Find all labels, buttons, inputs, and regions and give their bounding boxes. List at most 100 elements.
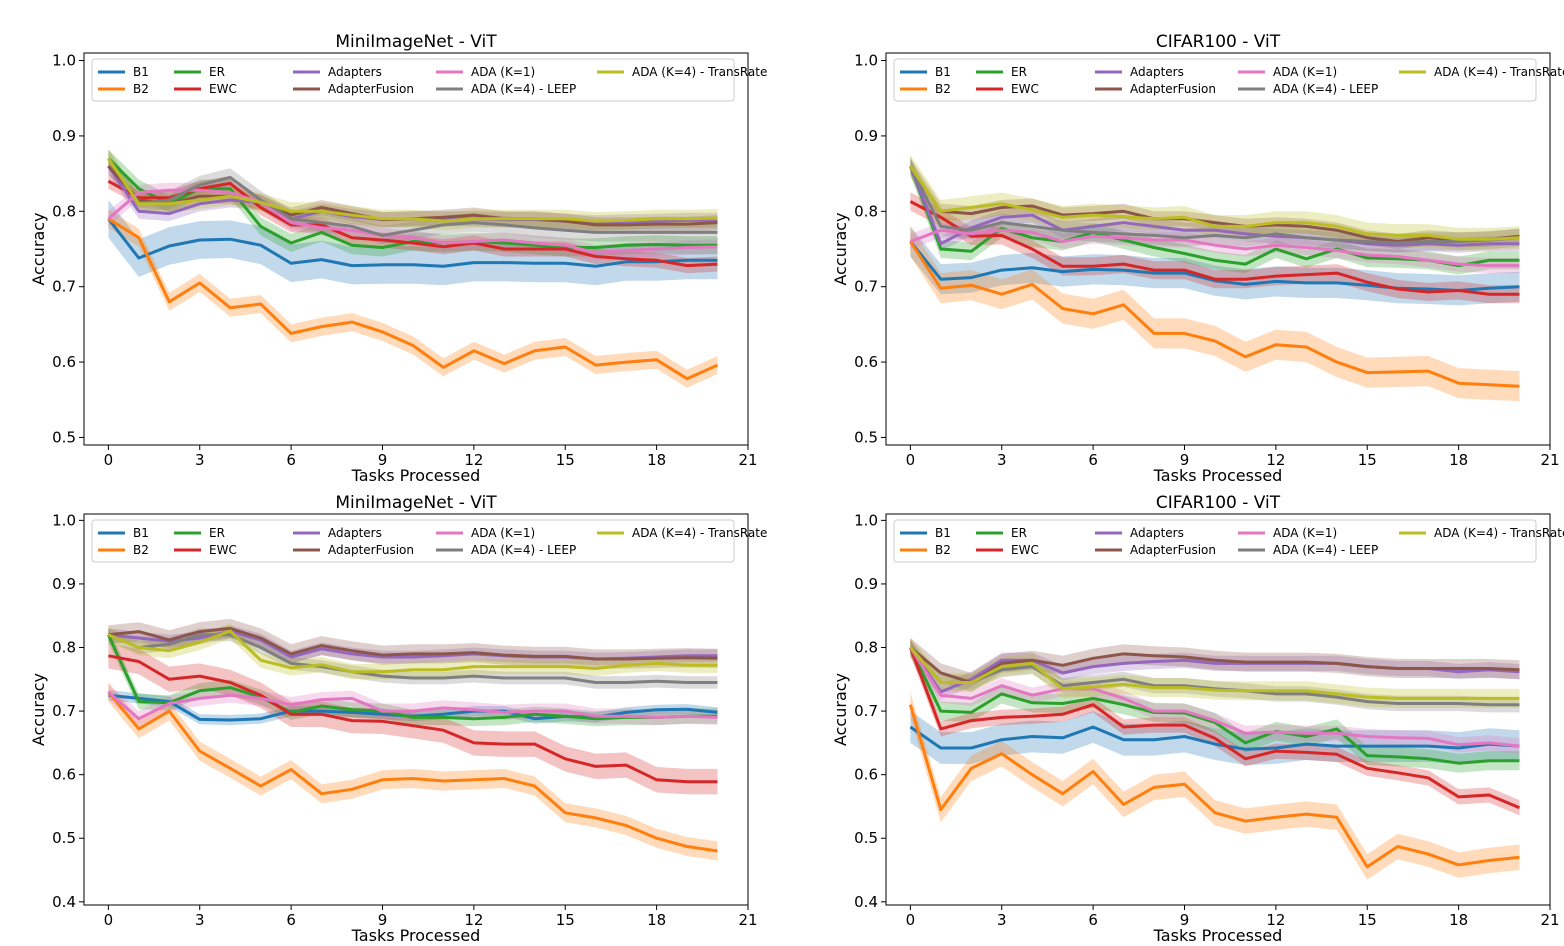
- x-tick-label: 18: [1449, 451, 1468, 469]
- x-tick-label: 3: [997, 911, 1007, 929]
- legend-entry: AdapterFusion: [1130, 543, 1216, 557]
- x-tick-label: 6: [1088, 911, 1098, 929]
- legend-entry: EWC: [209, 82, 237, 96]
- series-line-8: [107, 157, 718, 223]
- plot-area: [107, 149, 719, 388]
- legend-entry: Adapters: [328, 65, 382, 79]
- series-band-2: [108, 627, 718, 727]
- legend-box: [91, 519, 735, 563]
- y-tick-label: 0.5: [854, 829, 878, 847]
- series-band-1: [108, 682, 718, 861]
- legend-entry: ADA (K=4) - TransRate: [632, 526, 767, 540]
- series-band-1: [910, 692, 1520, 880]
- legend-entry: ER: [1011, 526, 1027, 540]
- legend-box: [893, 519, 1537, 563]
- y-tick-label: 0.8: [52, 639, 76, 657]
- legend-entry: AdapterFusion: [328, 82, 414, 96]
- y-tick-label: 0.9: [854, 127, 878, 145]
- x-tick-label: 18: [647, 911, 666, 929]
- y-tick-label: 0.6: [854, 353, 878, 371]
- y-axis-label: Accuracy: [29, 673, 48, 746]
- legend: B1 B2 ER EWC Adapters AdapterFusion ADA (K=1) A…: [893, 519, 1564, 563]
- series-line-5: [108, 626, 718, 661]
- series-band-4: [910, 639, 1520, 700]
- series-band-3: [910, 192, 1520, 304]
- axes-frame: [83, 52, 749, 446]
- chart-title: MiniImageNet - ViT: [335, 493, 497, 513]
- legend-entry: ER: [209, 65, 225, 79]
- y-tick-label: 0.6: [52, 766, 76, 784]
- y-axis-label: Accuracy: [831, 673, 850, 746]
- legend-entry: ADA (K=4) - LEEP: [1273, 543, 1378, 557]
- series-line-0: [107, 217, 718, 268]
- x-tick-label: 9: [378, 451, 388, 469]
- plot-area: [908, 638, 1521, 880]
- series-line-3: [909, 200, 1520, 296]
- x-tick-label: 0: [906, 911, 916, 929]
- legend-entry: ADA (K=1): [471, 526, 535, 540]
- legend-entry: ADA (K=4) - TransRate: [632, 65, 767, 79]
- x-tick-label: 0: [906, 451, 916, 469]
- legend-entry: ADA (K=4) - TransRate: [1434, 65, 1564, 79]
- chart-panel-3: 0 3 6 9 12 15 18 21 0.4 0.5 0.6 0.7 0.8 0.9 1.0 CIFAR10…: [831, 493, 1564, 945]
- legend: B1 B2 ER EWC Adapters AdapterFusion ADA (K=1) A…: [893, 58, 1564, 102]
- legend-entry: Adapters: [1130, 65, 1184, 79]
- legend: B1 B2 ER EWC Adapters AdapterFusion ADA (K=1) A…: [91, 58, 767, 102]
- x-tick-label: 12: [464, 451, 483, 469]
- x-tick-label: 0: [104, 451, 114, 469]
- y-tick-label: 0.7: [854, 278, 878, 296]
- series-band-8: [910, 154, 1520, 251]
- legend-entry: ADA (K=1): [1273, 526, 1337, 540]
- series-line-7: [107, 157, 718, 237]
- chart-title: CIFAR100 - ViT: [1156, 493, 1281, 513]
- series-line-1: [909, 240, 1520, 388]
- chart-panel-2: 0 3 6 9 12 15 18 21 0.4 0.5 0.6 0.7 0.8 0.9 1.0 MiniIma…: [29, 493, 767, 945]
- y-tick-label: 1.0: [854, 511, 878, 529]
- y-tick-label: 0.5: [52, 829, 76, 847]
- series-line-7: [909, 165, 1520, 245]
- series-band-1: [108, 209, 718, 388]
- y-tick-label: 0.7: [52, 702, 76, 720]
- y-tick-label: 0.6: [854, 766, 878, 784]
- legend-entry: ER: [1011, 65, 1027, 79]
- chart-panel-0: 0 3 6 9 12 15 18 21 0.5 0.6 0.7 0.8 0.9 1.0 MiniImageN…: [29, 32, 767, 485]
- y-tick-label: 0.8: [52, 202, 76, 220]
- series-line-1: [908, 704, 1520, 869]
- x-tick-label: 15: [1358, 911, 1377, 929]
- series-line-1: [107, 691, 718, 853]
- series-line-6: [909, 228, 1520, 268]
- chart-title: CIFAR100 - ViT: [1156, 32, 1281, 52]
- legend-entry: B1: [935, 65, 951, 79]
- legend-entry: ER: [209, 526, 225, 540]
- x-tick-label: 9: [1180, 911, 1190, 929]
- x-tick-label: 15: [1358, 451, 1377, 469]
- x-tick-label: 3: [195, 451, 205, 469]
- series-band-2: [910, 157, 1520, 275]
- y-tick-label: 0.8: [854, 639, 878, 657]
- legend: B1 B2 ER EWC Adapters AdapterFusion ADA (K=1) A…: [91, 519, 767, 563]
- series-band-7: [108, 149, 718, 245]
- y-tick-label: 0.7: [854, 702, 878, 720]
- x-tick-label: 3: [195, 911, 205, 929]
- chart-title: MiniImageNet - ViT: [335, 32, 497, 52]
- x-tick-label: 6: [286, 911, 296, 929]
- x-axis-label: Tasks Processed: [351, 926, 481, 945]
- plot-area: [107, 618, 718, 861]
- series-line-8: [107, 629, 718, 674]
- series-band-7: [108, 628, 718, 689]
- series-band-5: [910, 638, 1520, 692]
- series-band-7: [910, 639, 1520, 713]
- x-tick-label: 21: [1540, 451, 1559, 469]
- x-tick-label: 15: [556, 451, 575, 469]
- legend-box: [91, 58, 735, 102]
- legend-entry: ADA (K=4) - LEEP: [471, 82, 576, 96]
- legend-entry: B2: [935, 82, 951, 96]
- legend-entry: B1: [133, 65, 149, 79]
- series-band-8: [108, 149, 718, 231]
- y-axis-label: Accuracy: [29, 212, 48, 285]
- y-axis-label: Accuracy: [831, 212, 850, 285]
- series-line-2: [107, 634, 718, 721]
- y-tick-label: 0.6: [52, 353, 76, 371]
- y-tick-label: 1.0: [854, 52, 878, 70]
